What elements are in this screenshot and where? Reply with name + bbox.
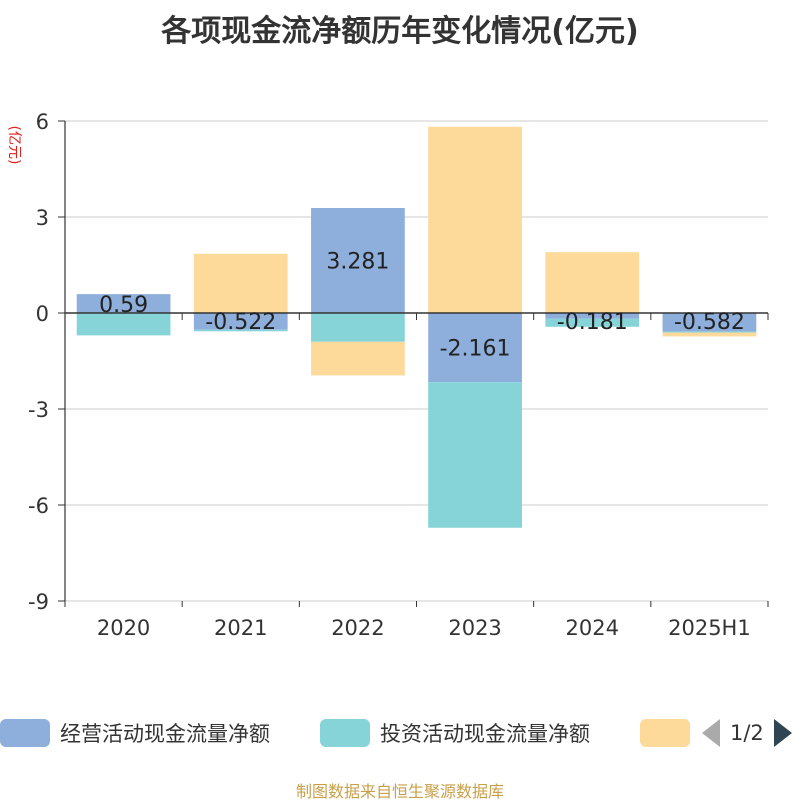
bar-series-1 bbox=[311, 313, 405, 342]
bar-series-1 bbox=[662, 331, 757, 333]
bar-data-label: -2.161 bbox=[440, 337, 511, 362]
x-tick-label: 2022 bbox=[331, 616, 384, 640]
legend-item-1[interactable]: 投资活动现金流量净额 bbox=[320, 718, 590, 748]
legend-label: 经营活动现金流量净额 bbox=[60, 722, 270, 746]
bar-series-1 bbox=[545, 318, 640, 327]
bar-data-label: 3.281 bbox=[326, 250, 389, 275]
legend-pager: 1/2 bbox=[702, 718, 792, 748]
y-tick-label: -9 bbox=[28, 590, 49, 614]
x-tick-label: 2023 bbox=[448, 616, 501, 640]
y-tick-label: 0 bbox=[36, 302, 49, 326]
legend-label: 投资活动现金流量净额 bbox=[380, 722, 590, 746]
legend-swatch bbox=[320, 719, 370, 747]
y-tick-label: -3 bbox=[28, 398, 49, 422]
bar-series-1 bbox=[193, 329, 288, 332]
x-tick-label: 2024 bbox=[566, 616, 619, 640]
legend-item-0[interactable]: 经营活动现金流量净额 bbox=[0, 718, 270, 748]
bar-data-label: -0.582 bbox=[674, 310, 745, 335]
bar-series-0 bbox=[428, 313, 522, 383]
bar-series-0 bbox=[311, 208, 405, 313]
bar-series-2 bbox=[545, 252, 640, 313]
legend-prev-arrow-icon[interactable] bbox=[702, 719, 720, 747]
bar-data-label: 0.59 bbox=[99, 293, 148, 318]
legend-page-indicator: 1/2 bbox=[730, 721, 764, 745]
bar-series-2 bbox=[428, 126, 522, 313]
chart-legend: 经营活动现金流量净额 投资活动现金流量净额 1/2 bbox=[0, 716, 800, 752]
x-tick-label: 2021 bbox=[214, 616, 267, 640]
data-source-note: 制图数据来自恒生聚源数据库 bbox=[295, 782, 504, 801]
bar-series-1 bbox=[76, 313, 171, 336]
chart-title: 各项现金流净额历年变化情况(亿元) bbox=[161, 14, 639, 49]
x-tick-label: 2025H1 bbox=[668, 616, 751, 640]
stacked-bar-chart: -9 -6 -3 0 3 6 (亿元) 2020 2021 2022 2023 2024 2025H1 0… bbox=[6, 110, 769, 640]
bar-series-0 bbox=[545, 313, 640, 319]
y-tick-label: -6 bbox=[28, 494, 49, 518]
x-tick-label: 2020 bbox=[97, 616, 150, 640]
y-tick-label: 6 bbox=[36, 110, 49, 134]
legend-next-arrow-icon[interactable] bbox=[773, 719, 792, 747]
bar-series-0 bbox=[76, 294, 171, 313]
bar-series-0 bbox=[193, 313, 288, 330]
bar-series-2 bbox=[311, 341, 405, 376]
legend-swatch bbox=[640, 719, 690, 747]
bar-data-label: -0.522 bbox=[205, 310, 276, 335]
bar-series-0 bbox=[662, 313, 757, 332]
legend-swatch bbox=[0, 719, 50, 747]
y-tick-label: 3 bbox=[36, 206, 49, 230]
bar-data-label: -0.181 bbox=[557, 310, 628, 335]
bar-series-1 bbox=[428, 382, 522, 528]
legend-item-2[interactable] bbox=[640, 718, 700, 748]
bar-series-2 bbox=[662, 332, 757, 337]
bar-series-2 bbox=[193, 253, 288, 313]
y-axis-label: (亿元) bbox=[6, 126, 22, 165]
